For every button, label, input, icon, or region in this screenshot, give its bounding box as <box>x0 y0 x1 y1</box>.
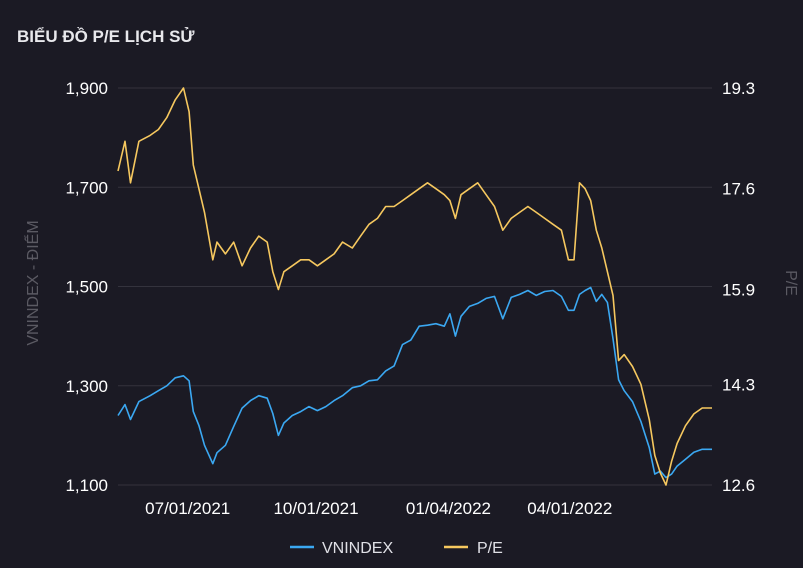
left-tick-label: 1,900 <box>65 79 108 98</box>
left-tick-label: 1,100 <box>65 476 108 495</box>
x-tick-label: 10/01/2021 <box>273 499 358 518</box>
x-tick-label: 01/04/2022 <box>406 499 491 518</box>
series-line-vnindex <box>117 286 712 479</box>
right-tick-label: 19.3 <box>722 79 755 98</box>
legend-label-pe: P/E <box>477 540 503 557</box>
left-tick-label: 1,700 <box>65 178 108 197</box>
x-axis-ticks: 07/01/2021 10/01/2021 01/04/2022 04/01/2022 <box>145 499 612 518</box>
chart-title: BIỂU ĐỒ P/E LỊCH SỬ <box>17 27 195 46</box>
legend-item-pe[interactable]: P/E <box>444 540 503 557</box>
right-tick-label: 14.3 <box>722 375 755 394</box>
x-tick-label: 07/01/2021 <box>145 499 230 518</box>
series-line-pe <box>117 87 712 486</box>
left-axis-ticks: 1,900 1,700 1,500 1,300 1,100 <box>65 79 108 495</box>
legend: VNINDEX P/E <box>290 540 503 557</box>
right-tick-label: 15.9 <box>722 280 755 299</box>
grid-lines <box>118 87 712 486</box>
left-tick-label: 1,500 <box>65 278 108 297</box>
legend-label-vnindex: VNINDEX <box>322 540 393 557</box>
x-tick-label: 04/01/2022 <box>527 499 612 518</box>
left-axis-title: VNINDEX - ĐIỂM <box>23 220 42 345</box>
right-tick-label: 12.6 <box>722 476 755 495</box>
left-tick-label: 1,300 <box>65 377 108 396</box>
right-axis-ticks: 19.3 17.6 15.9 14.3 12.6 <box>722 79 755 495</box>
right-tick-label: 17.6 <box>722 180 755 199</box>
right-axis-title: P/E <box>782 270 799 296</box>
series-lines <box>117 87 712 486</box>
legend-item-vnindex[interactable]: VNINDEX <box>290 540 393 557</box>
